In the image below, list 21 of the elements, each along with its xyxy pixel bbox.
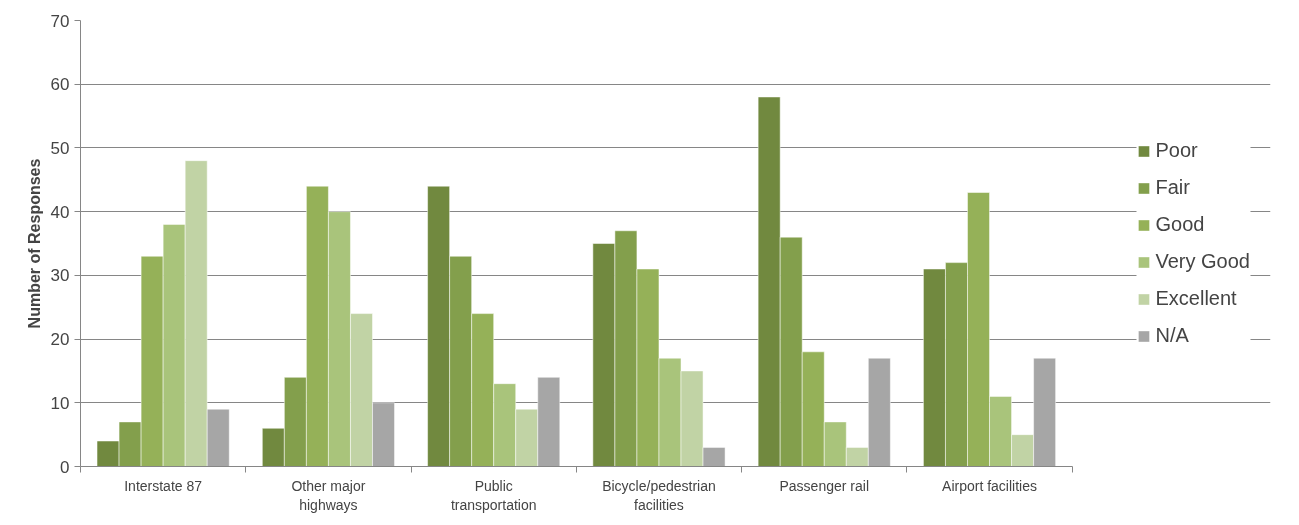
- y-tick-label: 10: [50, 393, 70, 413]
- x-tick-label: Bicycle/pedestrian facilities: [602, 477, 716, 513]
- y-tick-label: 50: [50, 138, 70, 158]
- x-tick-label: Other major highways: [291, 477, 366, 513]
- y-tick-label: 20: [50, 330, 70, 350]
- legend-label: Good: [1155, 213, 1205, 236]
- legend-label: Poor: [1155, 139, 1198, 162]
- y-tick-label: 70: [50, 11, 70, 31]
- y-tick-label: 60: [50, 75, 70, 95]
- legend-label: Excellent: [1155, 287, 1237, 310]
- y-tick-label: 0: [60, 457, 70, 477]
- y-axis-title: Number of Responses: [25, 158, 43, 329]
- x-tick-label: Interstate 87: [124, 477, 203, 494]
- y-tick-label: 30: [50, 266, 70, 286]
- legend-label: Fair: [1155, 176, 1190, 199]
- x-tick-label: Public transportation: [450, 477, 537, 513]
- legend-label: N/A: [1155, 324, 1189, 347]
- x-tick-label: Passenger rail: [779, 477, 870, 494]
- legend-label: Very Good: [1155, 250, 1250, 273]
- y-tick-label: 40: [50, 202, 70, 222]
- x-tick-label: Airport facilities: [942, 477, 1037, 494]
